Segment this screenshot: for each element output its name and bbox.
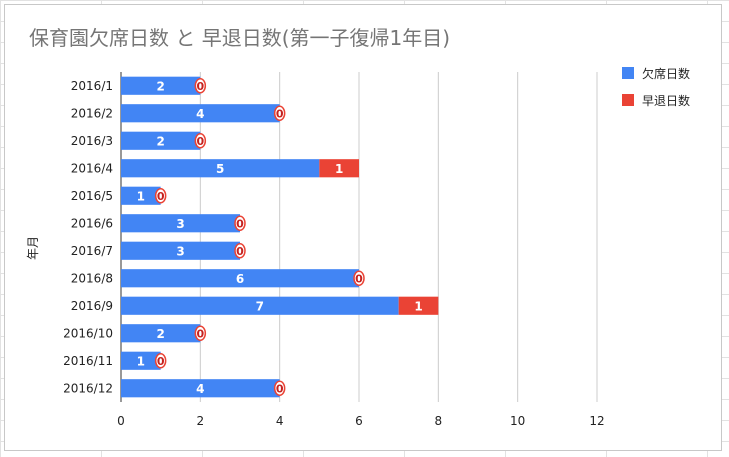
- category-axis-labels: 2016/1 2016/2 2016/3 2016/4 2016/5 2016/6 2016…: [63, 79, 113, 396]
- data-label: 6: [236, 272, 244, 286]
- x-tick-label: 10: [510, 414, 525, 428]
- value-axis-labels: 0 2 4 6 8 10 12: [117, 414, 604, 428]
- x-tick-label: 8: [435, 414, 443, 428]
- y-tick-label: 2016/8: [71, 271, 113, 285]
- legend-label: 早退日数: [642, 93, 690, 108]
- data-label: 1: [137, 354, 145, 368]
- legend-swatch: [622, 67, 634, 79]
- bar-early-leave[interactable]: [398, 296, 439, 315]
- data-label: 1: [414, 299, 422, 313]
- y-tick-label: 2016/10: [63, 326, 113, 340]
- data-label: 0: [157, 190, 165, 203]
- zero-value-marker: [234, 243, 246, 259]
- zero-value-marker: [154, 188, 167, 204]
- bar-early-leave[interactable]: [319, 159, 359, 178]
- chart-title: 保育園欠席日数 と 早退日数(第一子復帰1年目): [29, 26, 450, 50]
- bar-absence[interactable]: [121, 76, 201, 95]
- zero-value-marker: [194, 133, 207, 149]
- y-tick-label: 2016/7: [71, 244, 113, 258]
- bar-absence[interactable]: [121, 379, 280, 398]
- data-label: 2: [156, 79, 164, 93]
- zero-value-marker: [194, 325, 207, 341]
- x-tick-label: 0: [117, 414, 125, 428]
- data-label: 0: [276, 382, 284, 395]
- y-tick-label: 2016/11: [63, 354, 113, 368]
- data-label: 0: [236, 245, 244, 258]
- bar-absence[interactable]: [121, 104, 280, 123]
- bar-absence[interactable]: [121, 214, 240, 233]
- y-tick-label: 2016/6: [71, 216, 113, 230]
- data-label: 0: [197, 327, 205, 340]
- data-label: 1: [335, 162, 343, 176]
- data-label: 1: [137, 189, 145, 203]
- zero-value-marker: [273, 380, 286, 396]
- bar-absence[interactable]: [121, 186, 161, 205]
- zero-value-marker: [273, 105, 286, 121]
- bar-absence[interactable]: [121, 241, 240, 260]
- y-tick-label: 2016/1: [71, 79, 113, 93]
- zero-value-marker: [154, 353, 167, 369]
- data-label: 0: [157, 355, 165, 368]
- y-tick-label: 2016/12: [63, 381, 113, 395]
- data-label: 4: [196, 382, 204, 396]
- data-label: 2: [156, 134, 164, 148]
- zero-value-marker: [234, 215, 246, 231]
- legend-label: 欠席日数: [642, 66, 690, 81]
- y-tick-label: 2016/4: [71, 161, 113, 175]
- zero-value-marker: [353, 270, 365, 286]
- data-label: 3: [176, 244, 184, 258]
- bar-absence[interactable]: [121, 351, 161, 370]
- data-label: 0: [236, 217, 244, 230]
- data-label: 0: [276, 107, 284, 120]
- data-label: 0: [197, 135, 205, 148]
- data-label: 0: [197, 80, 205, 93]
- legend-swatch: [622, 94, 634, 106]
- zero-value-marker: [194, 78, 207, 94]
- bar-chart: 保育園欠席日数 と 早退日数(第一子復帰1年目) 2 04 02 05 11 03 03 06…: [26, 26, 690, 428]
- bar-absence[interactable]: [121, 159, 320, 178]
- x-tick-label: 6: [355, 414, 363, 428]
- y-tick-label: 2016/9: [71, 299, 113, 313]
- x-tick-label: 4: [276, 414, 284, 428]
- data-label: 5: [216, 162, 224, 176]
- bar-absence[interactable]: [121, 296, 399, 315]
- data-label: 2: [156, 327, 164, 341]
- bar-absence[interactable]: [121, 131, 201, 150]
- y-tick-label: 2016/2: [71, 106, 113, 120]
- x-tick-label: 12: [589, 414, 604, 428]
- bar-absence[interactable]: [121, 269, 359, 288]
- y-tick-label: 2016/5: [71, 189, 113, 203]
- data-label: 3: [176, 217, 184, 231]
- x-tick-label: 2: [197, 414, 205, 428]
- y-axis-title: 年月: [26, 236, 40, 260]
- bar-absence[interactable]: [121, 324, 201, 343]
- y-tick-label: 2016/3: [71, 134, 113, 148]
- data-label: 4: [196, 107, 204, 121]
- data-label: 7: [256, 299, 264, 313]
- gridlines: [120, 72, 598, 402]
- bars: 2 04 02 05 11 03 03 06 07 12 01 04 0: [121, 76, 439, 398]
- data-label: 0: [355, 272, 363, 285]
